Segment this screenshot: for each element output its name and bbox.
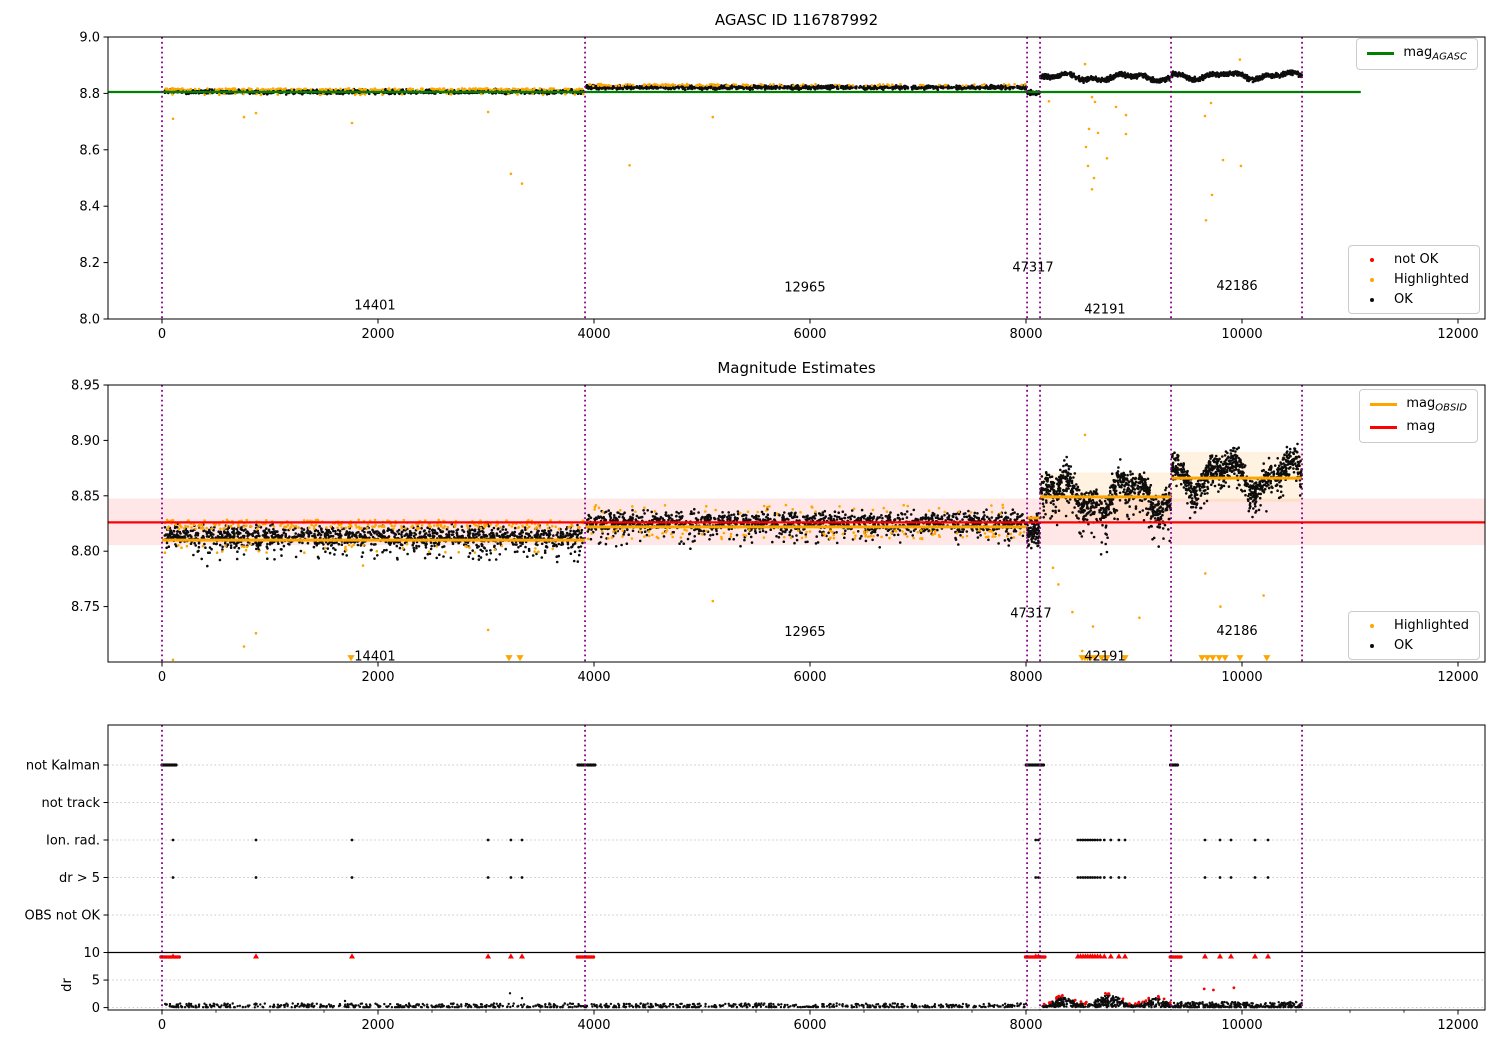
y-tick-label: 8.8 — [79, 87, 100, 102]
legend-plot2-lines: magOBSID mag — [1359, 389, 1478, 444]
plot1-title: AGASC ID 116787992 — [714, 11, 879, 29]
flag-row-label: not Kalman — [26, 759, 100, 774]
x-tick-label: 10000 — [1221, 327, 1262, 342]
x-tick-label: 0 — [158, 1018, 166, 1033]
ok-dot-swatch — [1370, 297, 1375, 302]
x-tick-label: 4000 — [577, 327, 610, 342]
plot-mag-overview: 0 2000 4000 6000 8000 10000 12000 8.0 8.2 8.4 8.6 8… — [79, 31, 1486, 342]
y-tick-label: 8.4 — [79, 200, 100, 215]
x-tick-label: 4000 — [577, 670, 610, 685]
dr-scatter-not-ok — [1042, 986, 1236, 1006]
y-tick-label: 8.0 — [79, 313, 100, 328]
obsid-label: 42191 — [1084, 303, 1125, 318]
dr-tick-label: 5 — [92, 974, 100, 989]
legend-label: not OK — [1394, 252, 1439, 267]
x-tick-label: 2000 — [361, 670, 394, 685]
legend-item-ok: OK — [1359, 638, 1469, 653]
legend-item-not-ok: not OK — [1359, 252, 1469, 267]
y-tick-label: 9.0 — [79, 31, 100, 46]
x-tick-label: 8000 — [1009, 670, 1042, 685]
plot2-title: Magnitude Estimates — [717, 359, 876, 377]
x-tick-label: 12000 — [1437, 1018, 1478, 1033]
mag-obsid-line-swatch — [1370, 403, 1398, 407]
legend-plot2-markers: Highlighted OK — [1348, 611, 1480, 660]
flag-row-label: dr > 5 — [59, 871, 100, 886]
obsid-label: 47317 — [1012, 261, 1053, 276]
mag-line-swatch — [1370, 425, 1398, 429]
axes-frame — [107, 384, 1486, 663]
axes-frame — [107, 36, 1486, 320]
legend-label: OK — [1394, 638, 1413, 653]
legend-item-ok: OK — [1359, 292, 1469, 307]
obsid-label: 42186 — [1216, 279, 1257, 294]
plot1-scatter-highlighted — [164, 58, 1243, 222]
not-ok-dot-swatch — [1370, 257, 1375, 262]
x-tick-label: 10000 — [1221, 1018, 1262, 1033]
obsid-label: 12965 — [784, 280, 825, 295]
x-tick-label: 4000 — [577, 1018, 610, 1033]
dr-clipped-10-markers — [170, 953, 1271, 959]
flag-row-label: OBS not OK — [25, 909, 101, 924]
legend-label: mag — [1406, 418, 1436, 434]
y-tick-label: 8.75 — [71, 600, 100, 615]
obsid-label: 14401 — [354, 649, 395, 664]
legend-label: Highlighted — [1394, 618, 1469, 633]
obsid-label: 12965 — [784, 625, 825, 640]
legend-item-mag: mag — [1370, 419, 1467, 437]
y-tick-label: 8.2 — [79, 256, 100, 271]
obsid-label: 14401 — [354, 298, 395, 313]
y-tick-label: 8.80 — [71, 545, 100, 560]
obsid-label: 42186 — [1216, 624, 1257, 639]
highlighted-dot-swatch — [1370, 623, 1375, 628]
x-tick-label: 12000 — [1437, 670, 1478, 685]
x-tick-label: 8000 — [1009, 327, 1042, 342]
legend-item-mag-agasc: magAGASC — [1367, 45, 1467, 63]
mag-agasc-line-swatch — [1367, 52, 1395, 56]
x-tick-label: 10000 — [1221, 670, 1262, 685]
dr-tick-label: 0 — [92, 1001, 100, 1016]
legend-plot1-markers: not OK Highlighted OK — [1348, 245, 1480, 314]
x-tick-label: 2000 — [361, 1018, 394, 1033]
legend-item-mag-obsid: magOBSID — [1370, 396, 1467, 414]
legend-label: OK — [1394, 292, 1413, 307]
dr-tick-label: 10 — [83, 946, 100, 961]
highlighted-dot-swatch — [1370, 277, 1375, 282]
obsid-label: 42191 — [1084, 649, 1125, 664]
x-tick-label: 0 — [158, 327, 166, 342]
legend-item-highlighted: Highlighted — [1359, 272, 1469, 287]
legend-mag-agasc: magAGASC — [1356, 38, 1478, 70]
obsid-label: 47317 — [1010, 607, 1051, 622]
plot-flags: 0 2000 4000 6000 8000 10000 12000 not Kalman not… — [25, 724, 1486, 1033]
plot2-clipped-low-markers — [347, 655, 1271, 662]
x-tick-label: 12000 — [1437, 327, 1478, 342]
legend-label: magOBSID — [1406, 396, 1467, 414]
ok-dot-swatch — [1370, 643, 1375, 648]
y-tick-label: 8.6 — [79, 143, 100, 158]
plot2-scatter-highlighted — [163, 433, 1265, 662]
dr-axis-label: dr — [59, 978, 75, 992]
y-tick-label: 8.90 — [71, 434, 100, 449]
y-tick-label: 8.85 — [71, 489, 100, 504]
flag-row-label: not track — [41, 796, 100, 811]
flag-row-label: Ion. rad. — [46, 834, 100, 849]
dr-scatter-ok — [164, 992, 1303, 1009]
x-tick-label: 2000 — [361, 327, 394, 342]
plot-mag-estimates: 0 2000 4000 6000 8000 10000 12000 8.75 8.80 8.85 8… — [71, 379, 1486, 685]
legend-item-highlighted: Highlighted — [1359, 618, 1469, 633]
x-tick-label: 8000 — [1009, 1018, 1042, 1033]
x-tick-label: 6000 — [793, 1018, 826, 1033]
legend-label: Highlighted — [1394, 272, 1469, 287]
x-tick-label: 6000 — [793, 670, 826, 685]
y-tick-label: 8.95 — [71, 379, 100, 394]
x-tick-label: 6000 — [793, 327, 826, 342]
legend-label: magAGASC — [1403, 45, 1467, 63]
axes-frame — [107, 724, 1486, 1011]
x-tick-label: 0 — [158, 670, 166, 685]
